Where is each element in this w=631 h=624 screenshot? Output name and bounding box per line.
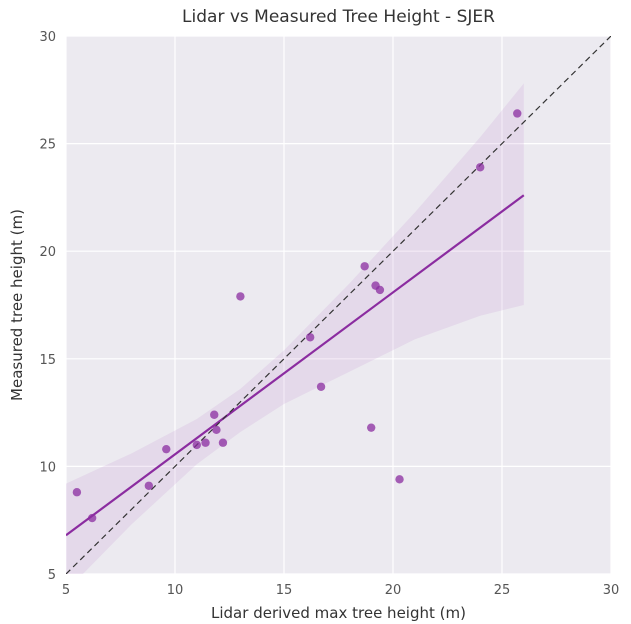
- y-tick-label: 25: [39, 138, 56, 153]
- data-point: [219, 439, 227, 447]
- data-point: [367, 423, 375, 431]
- data-point: [376, 286, 384, 294]
- x-axis-label: Lidar derived max tree height (m): [211, 604, 466, 622]
- data-point: [476, 163, 484, 171]
- x-tick-label: 5: [62, 583, 70, 598]
- y-tick-label: 30: [39, 30, 56, 45]
- data-point: [210, 411, 218, 419]
- data-point: [317, 383, 325, 391]
- data-point: [360, 262, 368, 270]
- data-point: [162, 445, 170, 453]
- data-point: [395, 475, 403, 483]
- chart-title: Lidar vs Measured Tree Height - SJER: [182, 7, 495, 27]
- data-point: [193, 441, 201, 449]
- y-axis-label: Measured tree height (m): [8, 209, 26, 401]
- data-point: [212, 426, 220, 434]
- data-point: [201, 439, 209, 447]
- y-tick-label: 15: [39, 353, 56, 368]
- x-tick-label: 25: [494, 583, 511, 598]
- data-point: [236, 292, 244, 300]
- data-point: [73, 488, 81, 496]
- data-point: [145, 482, 153, 490]
- x-tick-label: 20: [385, 583, 402, 598]
- data-point: [513, 109, 521, 117]
- y-tick-label: 20: [39, 245, 56, 260]
- data-point: [306, 333, 314, 341]
- x-tick-label: 30: [603, 583, 620, 598]
- data-point: [88, 514, 96, 522]
- chart-svg: 5 10 15 20 25 30 5 10 15 20 25 30 Lidar derived max …: [0, 0, 631, 624]
- y-tick-label: 10: [39, 460, 56, 475]
- x-tick-label: 10: [167, 583, 184, 598]
- chart-container: 5 10 15 20 25 30 5 10 15 20 25 30 Lidar derived max …: [0, 0, 631, 624]
- y-tick-label: 5: [48, 568, 56, 583]
- x-tick-label: 15: [276, 583, 293, 598]
